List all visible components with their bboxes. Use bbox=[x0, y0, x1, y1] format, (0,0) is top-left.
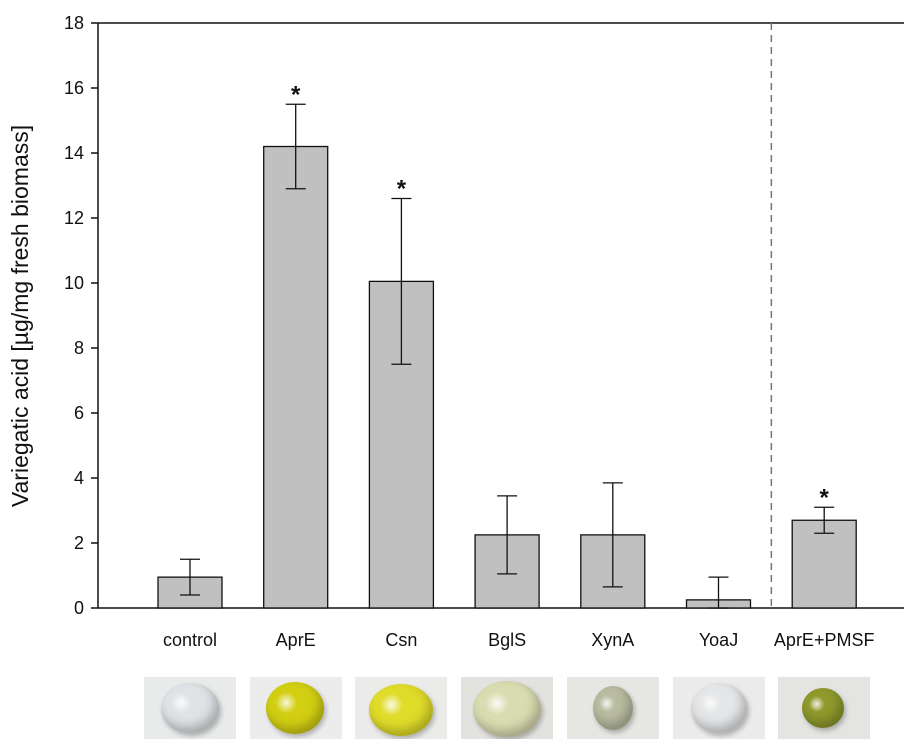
category-label: BglS bbox=[488, 630, 526, 650]
bars bbox=[157, 145, 857, 609]
axes: 0 2 4 6 8 10 12 14 16 18 bbox=[64, 13, 904, 618]
y-tick-label: 14 bbox=[64, 143, 84, 163]
significance-star: * bbox=[820, 484, 830, 511]
error-bars bbox=[180, 103, 835, 609]
y-tick-label: 8 bbox=[74, 338, 84, 358]
category-label: YoaJ bbox=[699, 630, 738, 650]
category-label: control bbox=[163, 630, 217, 650]
significance-markers: * * * bbox=[291, 81, 830, 511]
y-tick-label: 4 bbox=[74, 468, 84, 488]
y-axis-label: Variegatic acid [µg/mg fresh biomass] bbox=[7, 125, 33, 507]
y-tick-label: 0 bbox=[74, 598, 84, 618]
y-tick-label: 6 bbox=[74, 403, 84, 423]
y-tick-label: 10 bbox=[64, 273, 84, 293]
category-label: AprE bbox=[276, 630, 316, 650]
category-labels: control AprE Csn BglS XynA YoaJ AprE+PMSF bbox=[163, 630, 874, 650]
significance-star: * bbox=[397, 176, 407, 203]
significance-star: * bbox=[291, 81, 301, 108]
category-label: AprE+PMSF bbox=[774, 630, 875, 650]
bar-apre bbox=[263, 145, 329, 609]
y-tick-label: 12 bbox=[64, 208, 84, 228]
category-label: XynA bbox=[591, 630, 634, 650]
y-tick-label: 2 bbox=[74, 533, 84, 553]
category-label: Csn bbox=[385, 630, 417, 650]
y-tick-label: 18 bbox=[64, 13, 84, 33]
y-tick-label: 16 bbox=[64, 78, 84, 98]
